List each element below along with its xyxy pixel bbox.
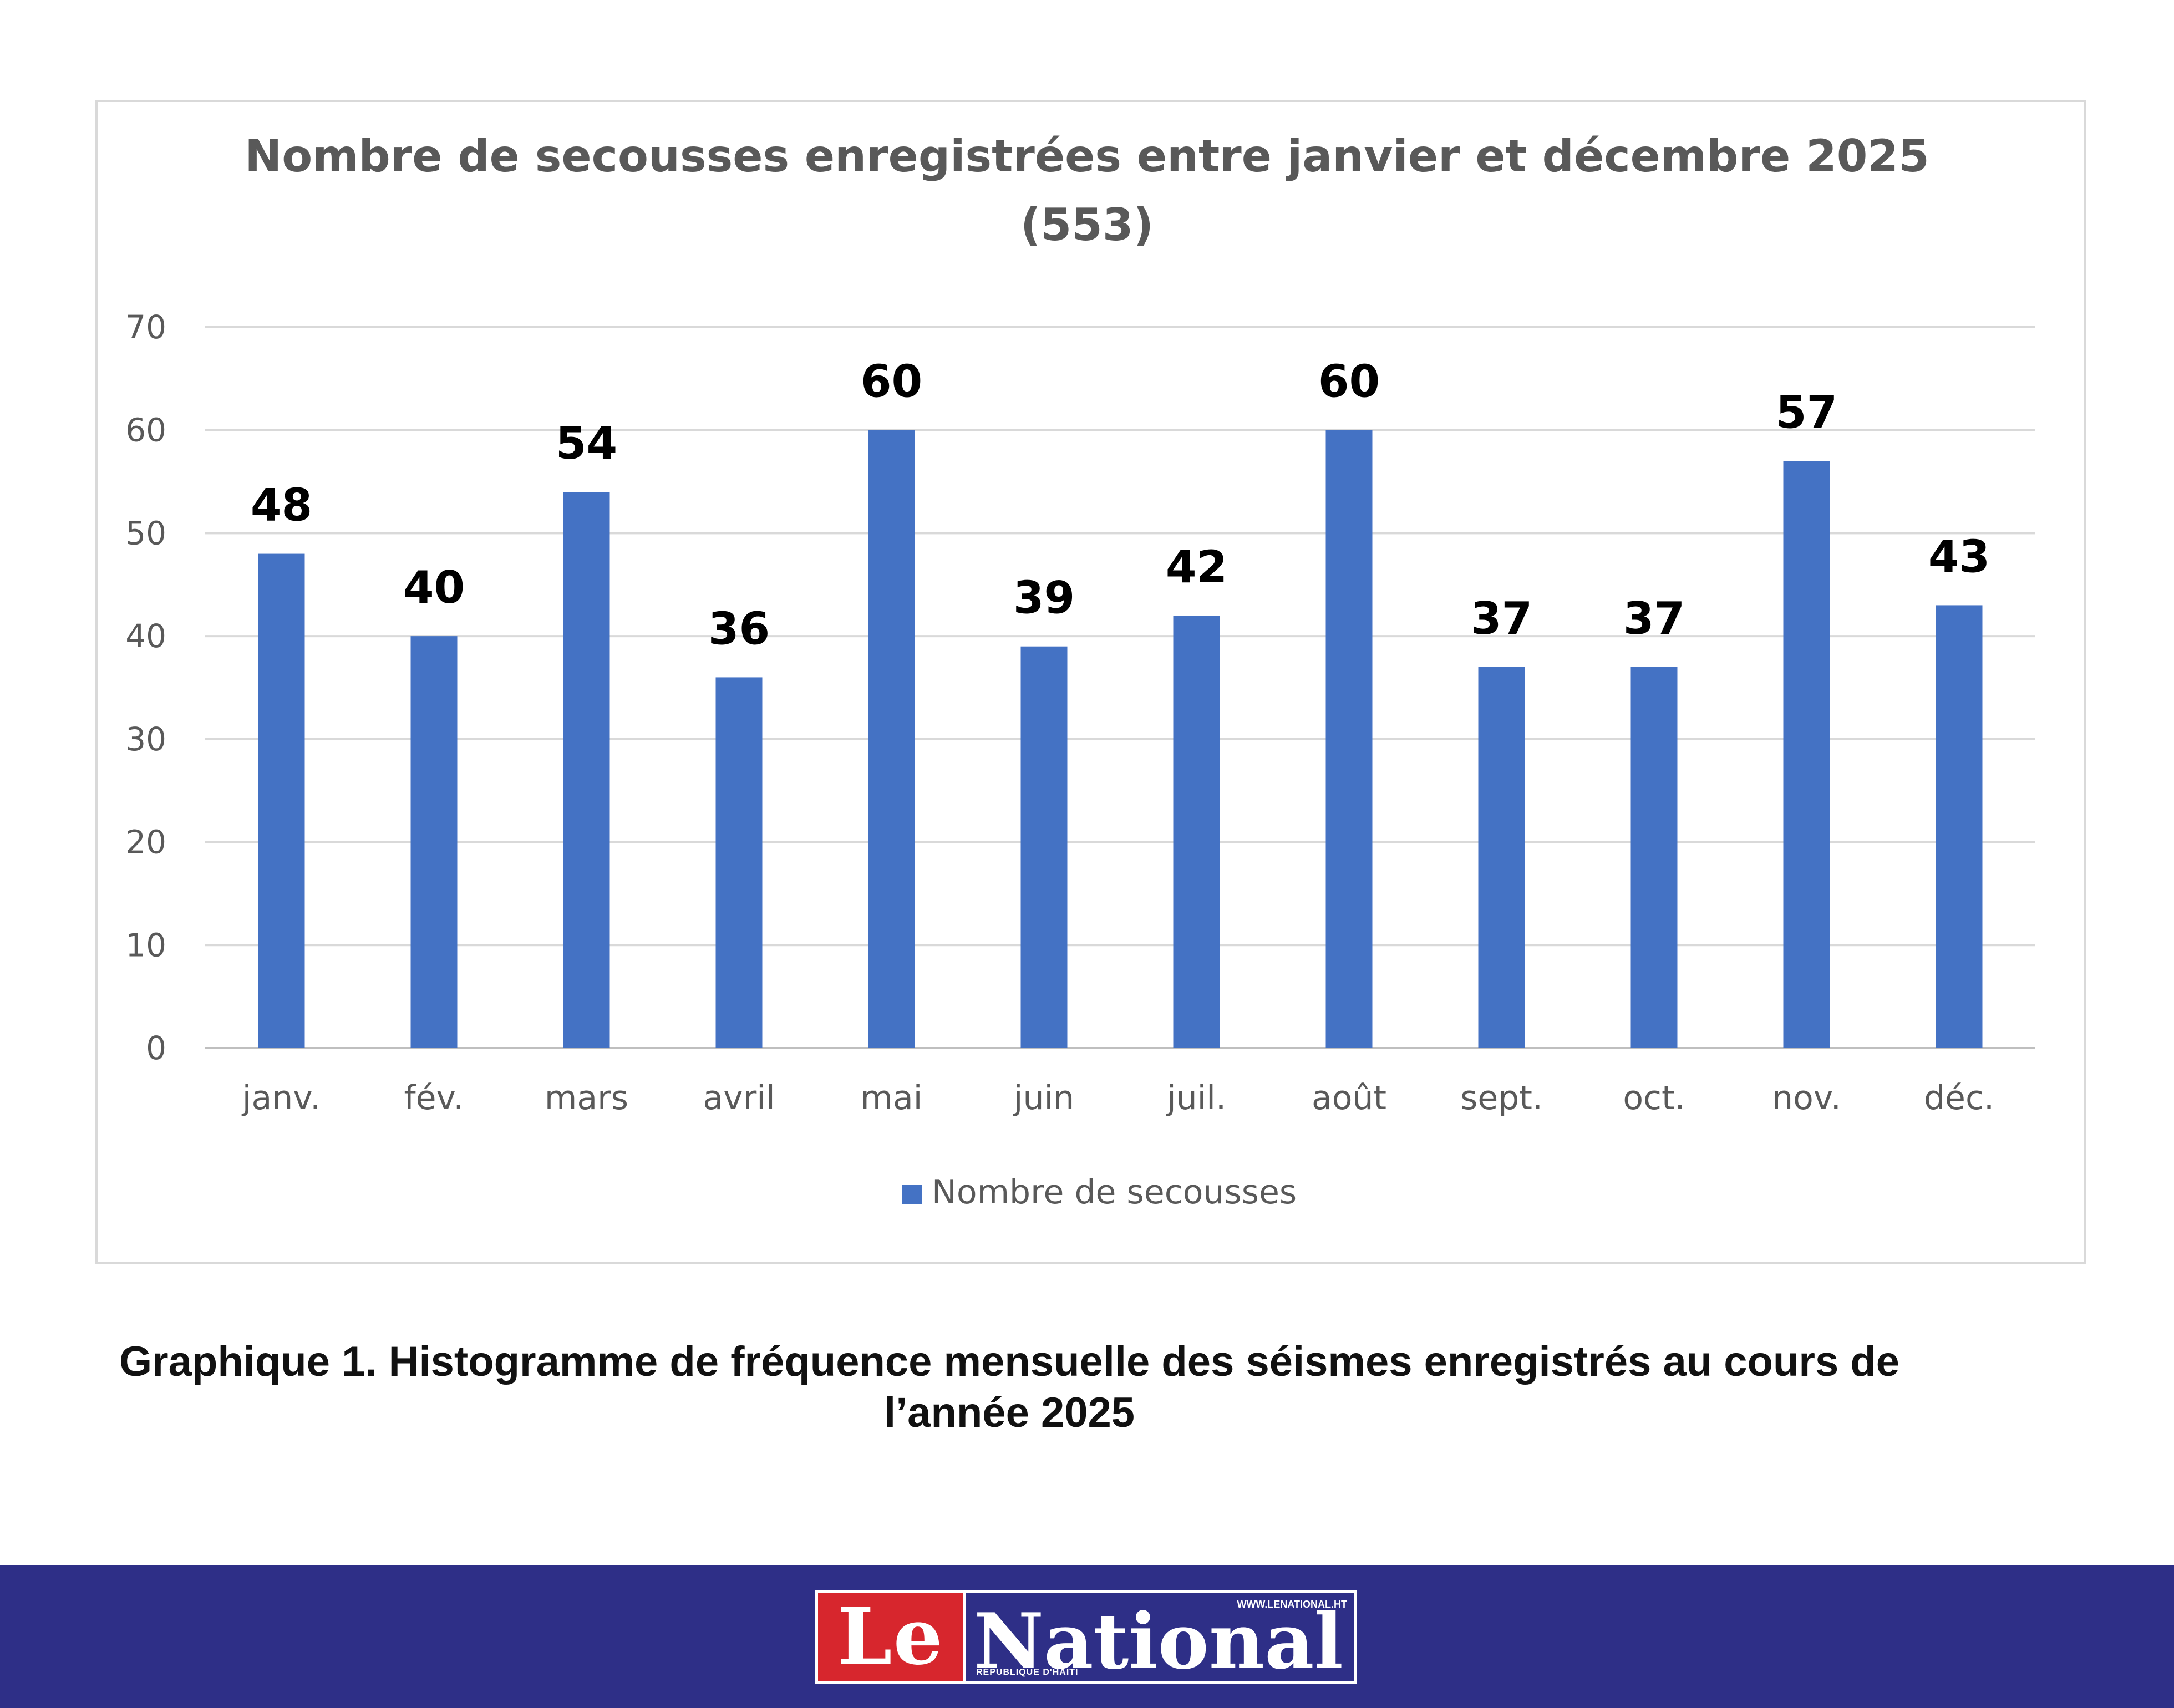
bar (1020, 646, 1068, 1048)
legend-swatch (902, 1185, 922, 1204)
bar (410, 636, 458, 1048)
bar (258, 553, 305, 1048)
chart-subtitle: (553) (1020, 199, 1154, 251)
logo-right: National WWW.LENATIONAL.HT RÉPUBLIQUE D'… (966, 1593, 1354, 1686)
bar (563, 492, 610, 1048)
bar (1173, 616, 1220, 1048)
data-label: 42 (1166, 541, 1227, 593)
data-label: 54 (556, 418, 617, 469)
bar (868, 430, 915, 1048)
bar (1631, 667, 1678, 1048)
bar (1325, 430, 1373, 1048)
y-tick-label: 30 (125, 720, 166, 758)
x-tick-label: juin (1013, 1079, 1074, 1117)
logo-le: Le (818, 1592, 966, 1682)
logo-subtitle: RÉPUBLIQUE D'HAITI (976, 1668, 1079, 1677)
y-tick-label: 70 (125, 308, 166, 346)
y-tick-label: 60 (125, 411, 166, 449)
x-tick-label: sept. (1460, 1079, 1543, 1117)
le-national-logo[interactable]: Le National WWW.LENATIONAL.HT RÉPUBLIQUE… (815, 1590, 1357, 1684)
y-tick-label: 20 (125, 824, 166, 861)
y-tick-label: 10 (125, 926, 166, 964)
data-label: 39 (1013, 572, 1075, 624)
data-label: 43 (1928, 531, 1990, 582)
y-tick-label: 50 (125, 514, 166, 552)
x-tick-label: août (1312, 1079, 1386, 1117)
bar (1936, 605, 1983, 1048)
bar (1783, 461, 1830, 1048)
data-label: 36 (708, 603, 770, 654)
bar (1478, 667, 1525, 1048)
x-tick-label: nov. (1772, 1079, 1841, 1117)
data-label: 60 (1318, 356, 1380, 408)
x-tick-label: janv. (241, 1079, 321, 1117)
bar-chart: 0 10 20 30 40 50 60 70 48 janv. 40 fév. 54 mars 36 avri… (125, 308, 2035, 1212)
data-label: 40 (403, 562, 465, 613)
x-tick-label: juil. (1166, 1079, 1226, 1117)
x-tick-label: oct. (1623, 1079, 1685, 1117)
logo-url: WWW.LENATIONAL.HT (1237, 1599, 1347, 1610)
caption-line-1: Graphique 1. Histogramme de fréquence me… (119, 1338, 1900, 1385)
data-label: 48 (251, 480, 312, 531)
x-tick-label: avril (703, 1079, 775, 1117)
x-tick-label: mars (545, 1079, 628, 1117)
x-tick-label: déc. (1924, 1079, 1994, 1117)
data-label: 57 (1776, 387, 1837, 438)
figure-caption: Graphique 1. Histogramme de fréquence me… (22, 1336, 1997, 1438)
y-tick-label: 0 (146, 1029, 166, 1067)
bar (715, 677, 763, 1048)
x-tick-label: mai (861, 1079, 923, 1117)
data-label: 37 (1471, 593, 1532, 644)
data-label: 60 (861, 356, 922, 408)
caption-line-2: l’année 2025 (883, 1389, 1135, 1436)
data-label: 37 (1623, 593, 1685, 644)
chart-title: Nombre de secousses enregistrées entre j… (245, 130, 1929, 182)
x-tick-label: fév. (404, 1079, 464, 1117)
legend-label: Nombre de secousses (932, 1173, 1297, 1212)
logo-national: National (974, 1596, 1343, 1686)
y-tick-label: 40 (125, 617, 166, 655)
